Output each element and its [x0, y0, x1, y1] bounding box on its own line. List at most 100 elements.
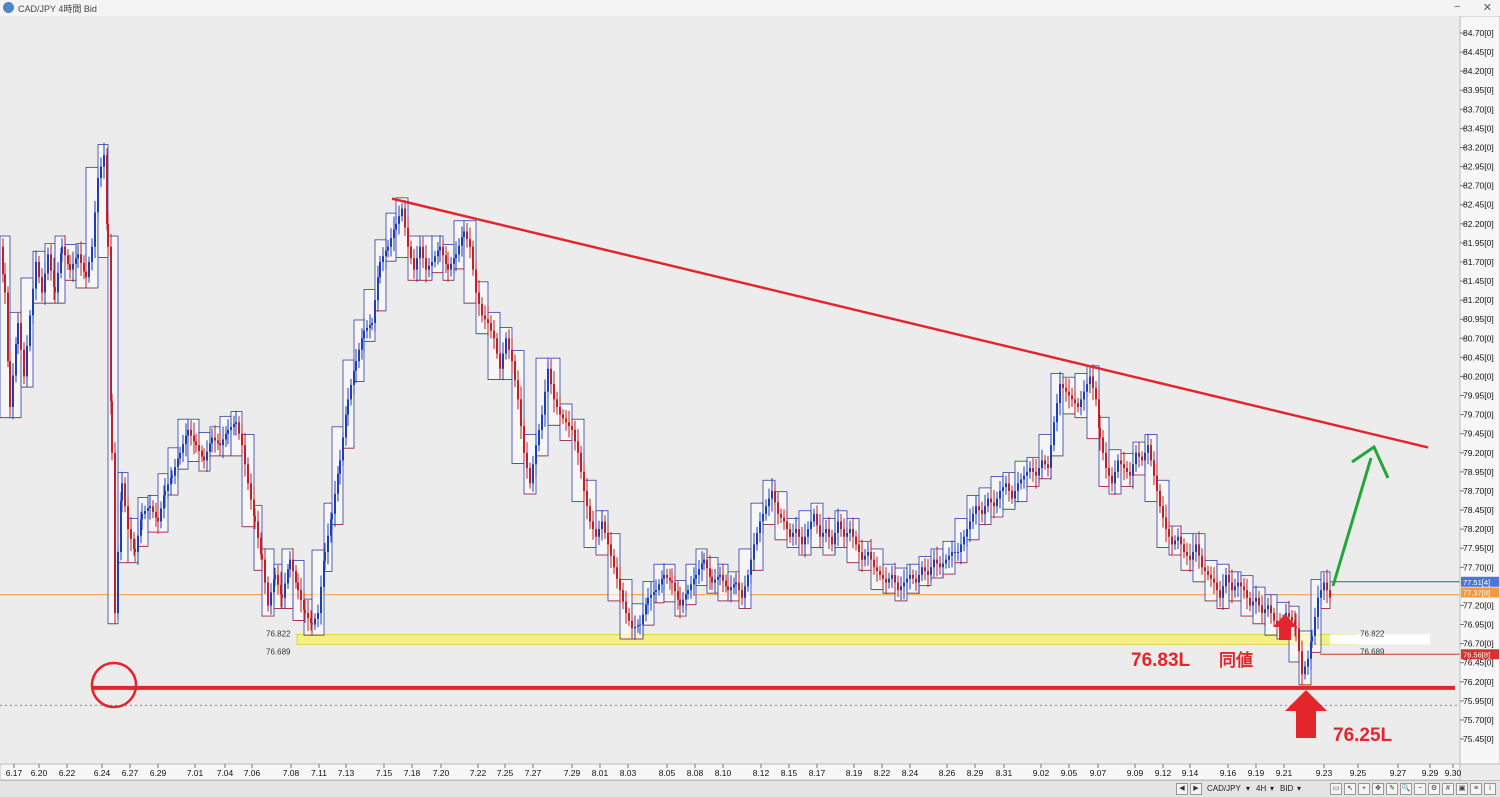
candle-body — [733, 584, 735, 587]
candle-body — [921, 567, 923, 575]
candle-body — [1198, 544, 1200, 555]
candle-body — [738, 583, 740, 591]
info-icon[interactable]: i — [1484, 783, 1496, 795]
price-tick-label: 78.70[0] — [1463, 486, 1494, 496]
time-tick-label: 7.27 — [525, 768, 542, 778]
candle-body — [1311, 636, 1313, 642]
candle-body — [144, 511, 146, 514]
time-tick-label: 9.29 — [1422, 768, 1439, 778]
time-tick-label: 8.12 — [753, 768, 770, 778]
draw-icon[interactable]: ✎ — [1386, 783, 1398, 795]
close-icon[interactable]: ✕ — [1483, 1, 1492, 14]
pan-icon[interactable]: ✥ — [1372, 783, 1384, 795]
minimize-icon[interactable]: – — [1454, 1, 1460, 12]
time-tick-label: 9.21 — [1276, 768, 1293, 778]
candle-body — [47, 254, 49, 273]
candle-body — [1150, 445, 1152, 460]
candle-body — [182, 444, 184, 453]
candle-body — [57, 273, 59, 293]
price-tag-label: 76.56[8] — [1463, 650, 1490, 659]
candle-body — [481, 304, 483, 315]
candle-body — [404, 209, 406, 228]
candle-body — [586, 491, 588, 506]
candle-body — [565, 418, 567, 422]
candle-body — [227, 430, 229, 434]
candle-body — [535, 445, 537, 464]
crosshair-icon[interactable]: + — [1358, 783, 1370, 795]
list-icon[interactable]: ≡ — [1470, 783, 1482, 795]
price-type-selector[interactable]: BID — [1280, 784, 1293, 793]
candle-body — [520, 399, 522, 426]
price-tick-label: 76.20[0] — [1463, 677, 1494, 687]
price-tick-label: 78.95[0] — [1463, 467, 1494, 477]
candle-body — [289, 560, 291, 570]
candle-body — [297, 583, 299, 591]
candle-body — [307, 613, 309, 618]
candle-body — [300, 590, 302, 600]
scroll-left-icon[interactable]: ◀ — [1176, 783, 1188, 795]
candle-body — [69, 264, 71, 270]
candle-body — [828, 529, 830, 537]
candle-body — [137, 536, 139, 552]
grid-icon[interactable]: # — [1442, 783, 1454, 795]
candle-body — [366, 328, 368, 331]
scroll-right-icon[interactable]: ▶ — [1190, 783, 1202, 795]
dropdown-icon[interactable]: ▾ — [1297, 784, 1301, 793]
candle-body — [903, 583, 905, 587]
candle-body — [177, 459, 179, 468]
candle-body — [111, 401, 113, 453]
price-tick-label: 75.70[0] — [1463, 715, 1494, 725]
candle-body — [345, 415, 347, 438]
dropdown-icon[interactable]: ▾ — [1270, 784, 1274, 793]
candle-body — [987, 499, 989, 507]
range-box-high — [1321, 572, 1330, 609]
price-tick-label: 84.20[0] — [1463, 66, 1494, 76]
candle-body — [270, 592, 272, 605]
candle-body — [912, 575, 914, 579]
chart-tool-icon[interactable]: ▭ — [1330, 783, 1342, 795]
candle-body — [361, 338, 363, 349]
candle-body — [88, 262, 90, 277]
support-zone-label: 76.822 — [266, 629, 291, 638]
candle-body — [730, 587, 732, 590]
candle-body — [786, 521, 788, 529]
candle-body — [855, 537, 857, 545]
candle-body — [1083, 392, 1085, 400]
dropdown-icon[interactable]: ▾ — [1246, 784, 1250, 793]
candle-body — [951, 552, 953, 556]
candle-body — [891, 575, 893, 579]
time-tick-label: 7.20 — [433, 768, 450, 778]
candle-body — [141, 514, 143, 519]
candle-body — [1168, 529, 1170, 537]
cursor-icon[interactable]: ↖ — [1344, 783, 1356, 795]
candle-body — [1192, 552, 1194, 560]
screenshot-icon[interactable]: ▣ — [1456, 783, 1468, 795]
settings-icon[interactable]: ⚙ — [1428, 783, 1440, 795]
candle-body — [472, 247, 474, 270]
candle-body — [550, 369, 552, 384]
candle-body — [894, 575, 896, 583]
candle-body — [1038, 468, 1040, 476]
candle-body — [780, 514, 782, 518]
candle-body — [936, 560, 938, 564]
candle-body — [1270, 605, 1272, 613]
zoom-out-icon[interactable]: − — [1414, 783, 1426, 795]
candle-body — [1074, 399, 1076, 403]
candle-body — [12, 376, 14, 407]
candle-body — [171, 476, 173, 478]
time-tick-label: 7.22 — [470, 768, 487, 778]
candle-body — [526, 453, 528, 468]
candle-body — [281, 595, 283, 598]
candle-body — [442, 247, 444, 256]
candle-body — [185, 436, 187, 445]
candle-body — [254, 516, 256, 521]
candle-body — [1264, 609, 1266, 613]
timeframe-selector[interactable]: 4H — [1256, 784, 1266, 793]
candle-body — [1237, 583, 1239, 587]
candle-body — [613, 556, 615, 567]
candle-body — [1186, 552, 1188, 556]
symbol-selector[interactable]: CAD/JPY — [1207, 784, 1241, 793]
candle-body — [261, 554, 263, 559]
zoom-in-icon[interactable]: 🔍 — [1400, 783, 1412, 795]
